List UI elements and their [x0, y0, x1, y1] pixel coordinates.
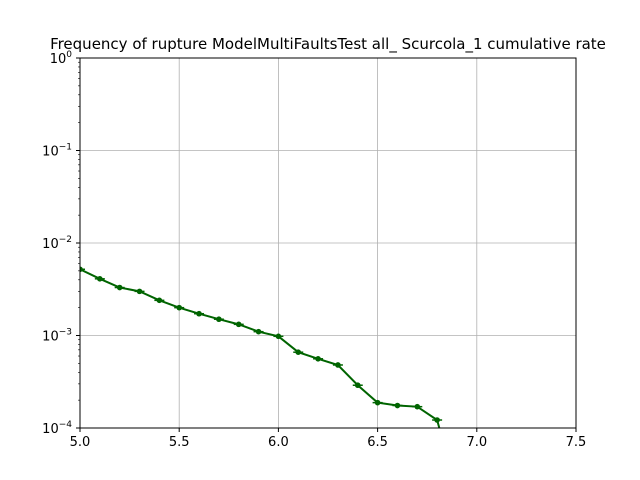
- data-point: [276, 334, 282, 340]
- x-tick-label: 5.0: [70, 435, 91, 450]
- data-point: [395, 403, 401, 409]
- data-point: [236, 322, 242, 328]
- data-point: [216, 316, 222, 322]
- x-tick-label: 7.5: [566, 435, 587, 450]
- x-tick-label: 6.5: [367, 435, 388, 450]
- x-tick-label: 7.0: [466, 435, 487, 450]
- data-point: [315, 356, 321, 362]
- data-point: [335, 362, 341, 368]
- data-point: [176, 305, 182, 311]
- data-point: [375, 400, 381, 406]
- data-point: [157, 298, 163, 304]
- data-point: [295, 349, 301, 355]
- x-tick-label: 5.5: [169, 435, 190, 450]
- data-point: [196, 311, 202, 317]
- data-point: [97, 276, 103, 282]
- data-point: [434, 417, 440, 423]
- data-point: [355, 382, 361, 388]
- data-point: [117, 285, 123, 291]
- data-point: [414, 404, 420, 410]
- chart-title: Frequency of rupture ModelMultiFaultsTes…: [50, 35, 606, 54]
- x-tick-label: 6.0: [268, 435, 289, 450]
- data-point: [256, 329, 262, 335]
- data-point: [137, 289, 143, 295]
